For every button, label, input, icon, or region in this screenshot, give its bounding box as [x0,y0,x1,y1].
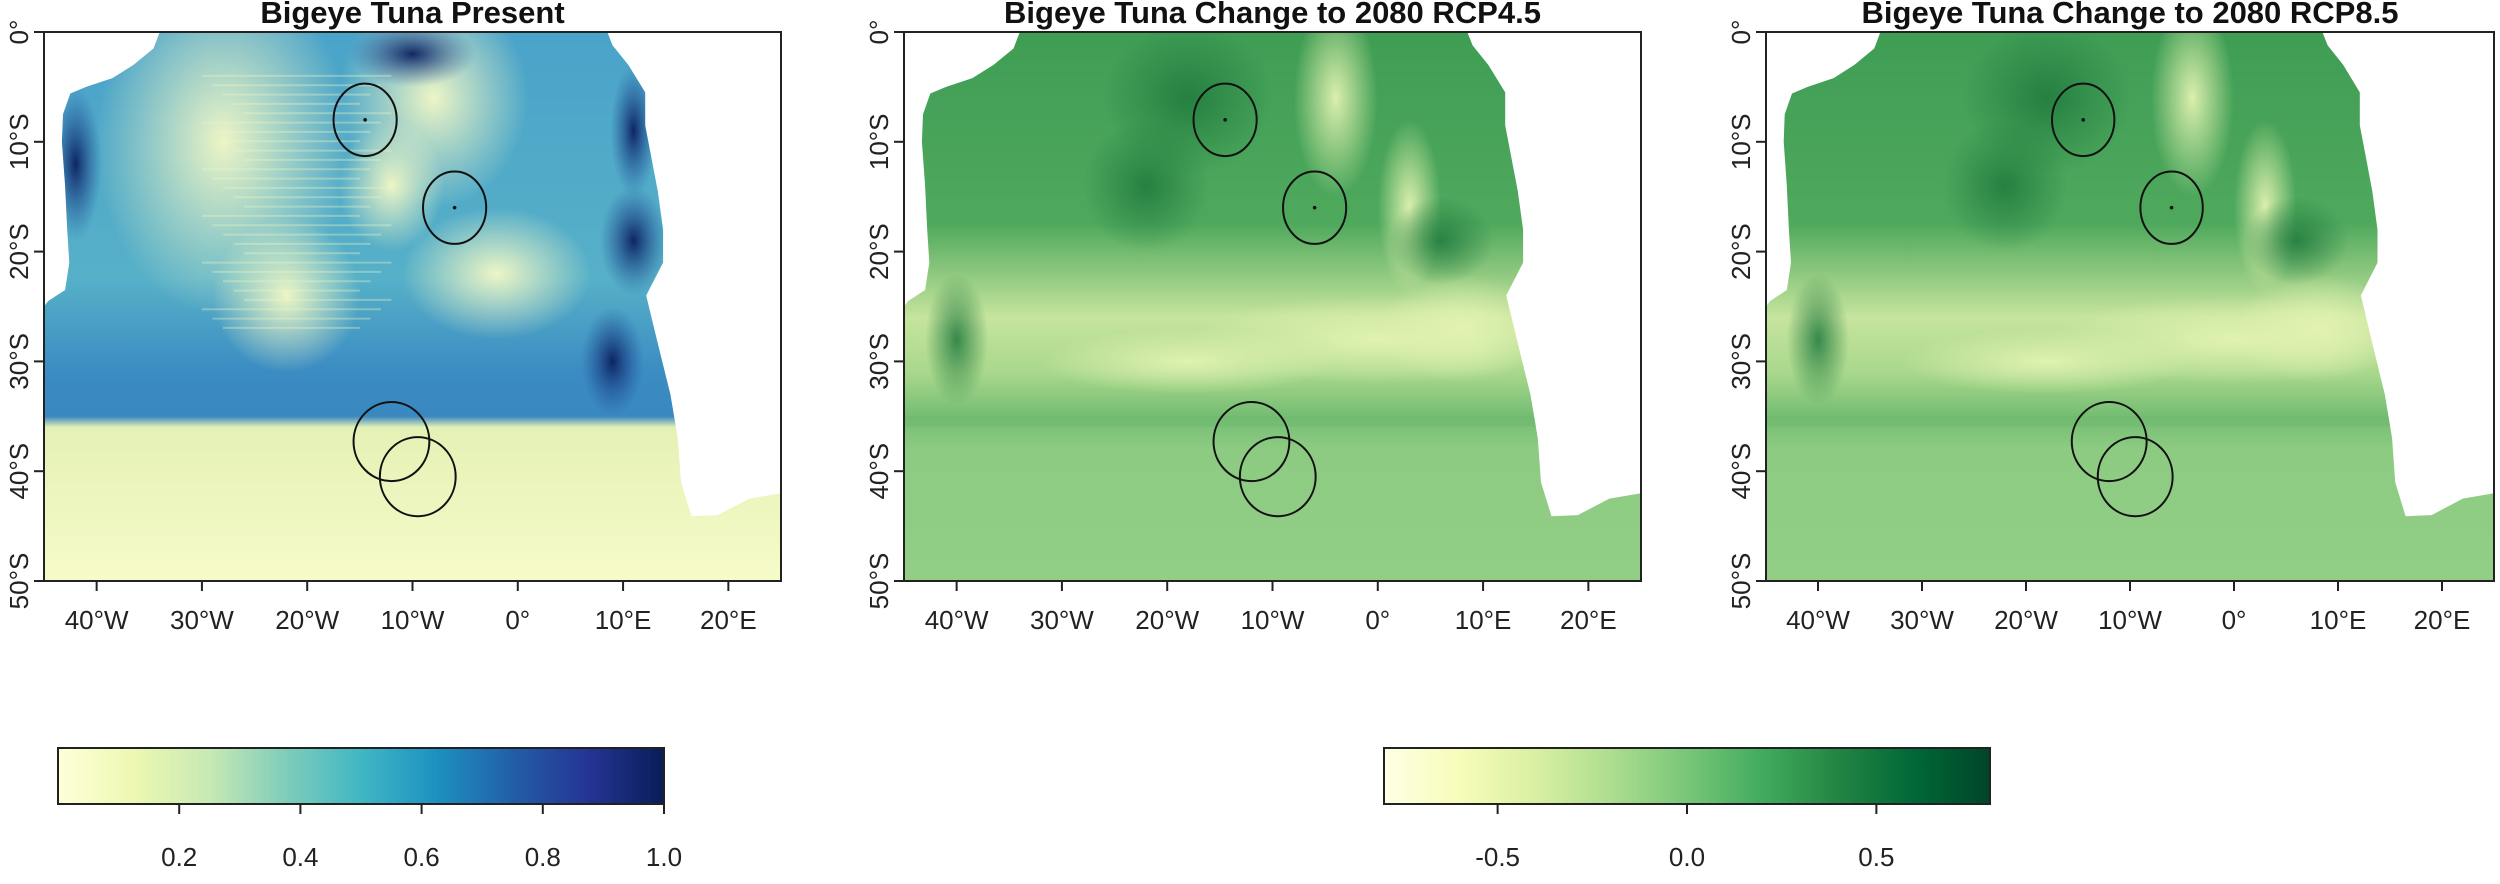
lat-tick-label: 0° [4,20,34,45]
lon-tick-label: 30°W [170,605,234,635]
marked-area-outline [422,170,488,245]
marked-area-outline [1192,82,1258,158]
lon-tick-label: 20°W [1994,605,2058,635]
site-point [1223,118,1227,122]
map-panel: Bigeye Tuna Change to 2080 RCP4.5 0° 10°S 2… [864,0,1642,635]
ocean-field [44,32,781,581]
ocean-field [1766,32,2494,581]
lat-tick-label: 50°S [4,553,34,610]
legend-tick-label: 0.8 [525,842,561,872]
lat-tick-label: 0° [1726,20,1756,45]
legend-tick-label: -0.5 [1475,842,1520,872]
legend-tick-label: 0.6 [404,842,440,872]
lon-tick-label: 20°E [2414,605,2471,635]
map-panel: Bigeye Tuna Present 0° 10°S 20°S 30°S 40°S 50°… [4,0,782,635]
site-point [2081,118,2085,122]
legend-tick-label: 0.4 [282,842,318,872]
lat-tick-label: 30°S [1726,333,1756,390]
lat-tick-label: 50°S [864,553,894,610]
lat-tick-label: 50°S [1726,553,1756,610]
legend-tick-label: 0.2 [161,842,197,872]
lat-tick-label: 10°S [1726,113,1756,170]
panel-title: Bigeye Tuna Change to 2080 RCP8.5 [1862,0,2399,30]
lat-tick-label: 20°S [1726,223,1756,280]
lon-tick-label: 0° [505,605,530,635]
lon-tick-label: 20°E [700,605,757,635]
panel-title: Bigeye Tuna Present [260,0,564,30]
color-legend: -0.5 0.0 0.5 [1383,747,1991,872]
legend-tick-label: 0.5 [1858,842,1894,872]
lon-tick-label: 10°W [2098,605,2162,635]
marked-area-outline [332,82,398,158]
color-legend: 0.2 0.4 0.6 0.8 1.0 [57,747,682,872]
site-point [452,205,457,210]
site-point [363,118,367,122]
marked-area-outline [2051,82,2116,158]
lat-tick-label: 10°S [864,113,894,170]
lon-tick-label: 10°E [2310,605,2367,635]
lon-tick-label: 40°W [1786,605,1850,635]
lat-tick-label: 30°S [864,333,894,390]
legend-colorbar [1383,747,1991,805]
lon-tick-label: 10°E [1455,605,1512,635]
lon-tick-label: 0° [2222,605,2247,635]
map-panel: Bigeye Tuna Change to 2080 RCP8.5 0° 10°S 2… [1726,0,2495,635]
panel-title: Bigeye Tuna Change to 2080 RCP4.5 [1004,0,1541,30]
site-point [1312,205,1317,210]
lon-tick-label: 40°W [65,605,129,635]
lon-tick-label: 20°W [275,605,339,635]
lon-tick-label: 10°E [595,605,652,635]
marked-area-outline [2139,170,2204,245]
lon-tick-label: 30°W [1030,605,1094,635]
lon-tick-label: 10°W [381,605,445,635]
lat-tick-label: 40°S [4,443,34,500]
legend-colorbar [57,747,665,805]
lon-tick-label: 30°W [1890,605,1954,635]
lat-tick-label: 40°S [1726,443,1756,500]
legend-tick-label: 1.0 [646,842,682,872]
site-point [2169,205,2174,210]
marked-area-outline [1238,436,1317,518]
legend-tick-label: 0.0 [1669,842,1705,872]
lat-tick-label: 30°S [4,333,34,390]
marked-area-outline [352,401,431,483]
lon-tick-label: 10°W [1241,605,1305,635]
marked-area-outline [1282,170,1348,245]
lat-tick-label: 20°S [4,223,34,280]
lat-tick-label: 10°S [4,113,34,170]
marked-area-outline [1212,401,1291,483]
lat-tick-label: 20°S [864,223,894,280]
lon-tick-label: 40°W [925,605,989,635]
lat-tick-label: 40°S [864,443,894,500]
marked-area-outline [2070,401,2148,483]
ocean-field [904,32,1641,581]
marked-area-outline [378,436,457,518]
lon-tick-label: 20°E [1560,605,1617,635]
lon-tick-label: 0° [1365,605,1390,635]
lon-tick-label: 20°W [1135,605,1199,635]
lat-tick-label: 0° [864,20,894,45]
marked-area-outline [2096,436,2174,518]
